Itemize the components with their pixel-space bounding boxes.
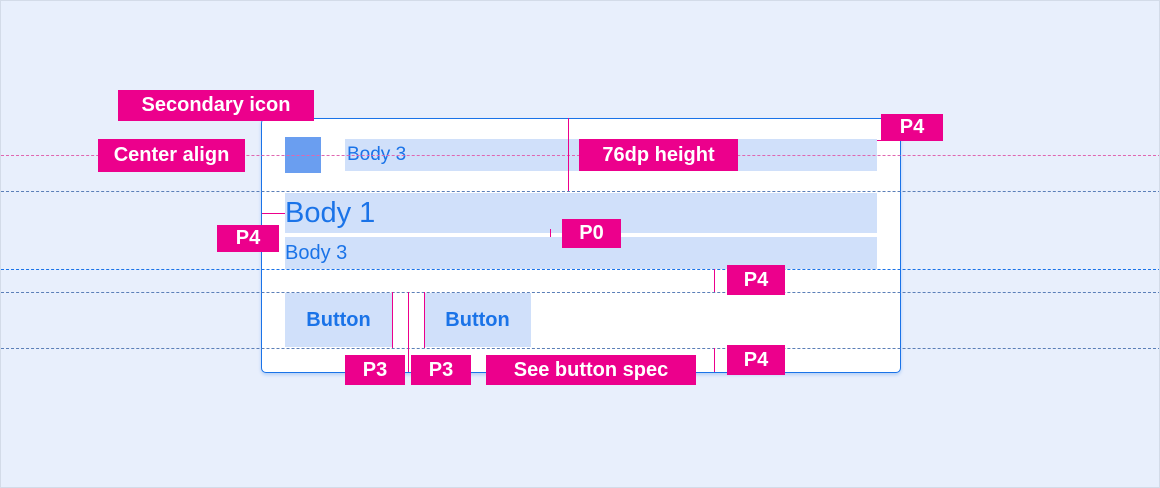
p3-measure xyxy=(424,292,425,348)
p3-measure xyxy=(408,292,409,372)
p3-measure xyxy=(392,292,393,348)
guide-line xyxy=(1,191,1159,192)
p4-label: P4 xyxy=(727,265,785,295)
guide-line xyxy=(1,292,1159,293)
p4-measure xyxy=(262,213,285,214)
p4-label: P4 xyxy=(727,345,785,375)
p0-label: P0 xyxy=(562,219,621,248)
button-spec-label: See button spec xyxy=(486,355,696,385)
card-subtitle: Body 3 xyxy=(285,237,877,269)
p4-label: P4 xyxy=(217,225,279,252)
p4-measure xyxy=(714,269,715,292)
p3-label: P3 xyxy=(345,355,405,385)
p4-measure xyxy=(714,348,715,372)
guide-line xyxy=(1,269,1159,270)
button-2[interactable]: Button xyxy=(424,293,531,347)
center-align-label: Center align xyxy=(98,139,245,172)
height-label: 76dp height xyxy=(579,139,738,171)
secondary-icon-label: Secondary icon xyxy=(118,90,314,121)
button-1[interactable]: Button xyxy=(285,293,392,347)
p4-label: P4 xyxy=(881,114,943,141)
p0-measure xyxy=(550,229,551,237)
height-measure xyxy=(568,118,569,191)
guide-line xyxy=(1,348,1159,349)
p3-label: P3 xyxy=(411,355,471,385)
